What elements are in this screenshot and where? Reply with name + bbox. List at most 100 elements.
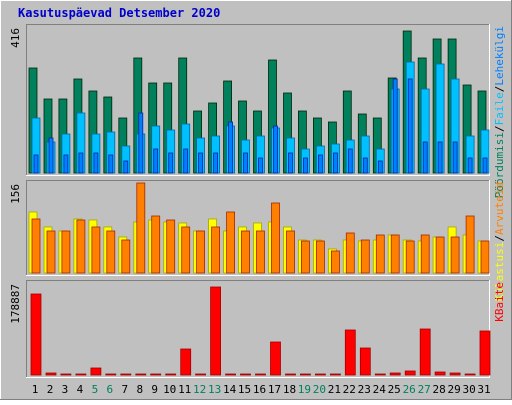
day-label: 1	[32, 383, 39, 396]
legend-item: Arvuteid	[493, 182, 506, 235]
bar-kbaite-day-20	[314, 373, 326, 376]
day-label: 6	[106, 383, 113, 396]
legend-item: /	[493, 125, 506, 132]
bar-lehekülgi-day-7	[123, 160, 129, 174]
bar-lehekülgi-day-19	[302, 157, 308, 174]
legend-item: KBaite	[493, 282, 506, 322]
bar-kbaite-day-10	[165, 373, 177, 376]
bar-arvuteid-day-8	[136, 182, 146, 274]
bar-kbaite-day-31	[479, 330, 491, 376]
bar-lehekülgi-day-23	[362, 157, 368, 174]
day-label: 16	[253, 383, 266, 396]
day-label: 14	[223, 383, 237, 396]
bar-kbaite-day-17	[270, 341, 281, 376]
bar-lehekülgi-day-15	[243, 152, 248, 174]
panel-visits-sites: 156 Külastusi/Arvuteid	[9, 180, 506, 301]
bar-arvuteid-day-1	[31, 218, 41, 274]
legend-item: Pöördumisi	[493, 132, 506, 198]
day-label: 22	[343, 383, 356, 396]
bar-kbaite-day-15	[240, 373, 251, 376]
day-label: 27	[418, 383, 431, 396]
bar-lehekülgi-day-26	[407, 78, 413, 174]
bar-arvuteid-day-4	[76, 219, 86, 274]
legend-item: Külastusi	[493, 242, 506, 302]
day-label: 13	[208, 383, 221, 396]
bar-kbaite-day-28	[434, 371, 446, 376]
day-label: 10	[163, 383, 176, 396]
bar-kbaite-day-3	[60, 373, 72, 376]
day-label: 12	[193, 383, 206, 396]
bar-kbaite-day-6	[105, 373, 117, 376]
bar-kbaite-day-19	[299, 373, 311, 376]
bar-lehekülgi-day-29	[452, 141, 458, 174]
bar-lehekülgi-day-25	[392, 78, 398, 174]
bar-arvuteid-day-10	[166, 219, 176, 274]
bar-lehekülgi-day-10	[168, 152, 174, 174]
bar-lehekülgi-day-12	[198, 152, 204, 174]
day-label: 17	[268, 383, 281, 396]
bar-lehekülgi-day-4	[78, 152, 84, 174]
bar-kbaite-day-16	[255, 373, 266, 376]
bar-arvuteid-day-29	[450, 236, 460, 274]
day-label: 31	[477, 383, 490, 396]
legend-item: Lehekülgi	[493, 26, 506, 86]
bar-lehekülgi-day-1	[33, 154, 39, 174]
day-label: 4	[77, 383, 84, 396]
bar-lehekülgi-day-14	[228, 121, 234, 174]
bar-lehekülgi-day-13	[213, 152, 219, 174]
day-label: 24	[373, 383, 387, 396]
legend-item: /	[493, 235, 506, 242]
bar-kbaite-day-9	[150, 373, 162, 376]
bar-lehekülgi-day-20	[317, 154, 323, 174]
day-label: 5	[92, 383, 99, 396]
bar-lehekülgi-day-11	[183, 148, 189, 174]
bar-lehekülgi-day-5	[93, 152, 99, 174]
bar-kbaite-day-23	[359, 347, 371, 376]
day-label: 7	[121, 383, 128, 396]
bar-lehekülgi-day-3	[63, 154, 69, 174]
day-label: 2	[47, 383, 54, 396]
day-label: 29	[447, 383, 460, 396]
bar-arvuteid-day-3	[61, 230, 71, 274]
bar-kbaite-day-5	[90, 367, 102, 376]
bar-kbaite-day-4	[75, 373, 87, 376]
day-label: 23	[358, 383, 371, 396]
day-label: 15	[238, 383, 251, 396]
bar-kbaite-day-11	[180, 348, 192, 376]
bar-kbaite-day-29	[449, 372, 461, 376]
bar-arvuteid-day-17	[271, 202, 280, 274]
bar-lehekülgi-day-16	[258, 157, 263, 174]
bar-arvuteid-day-20	[315, 240, 325, 274]
bar-kbaite-day-24	[374, 373, 386, 376]
bar-arvuteid-day-15	[241, 230, 250, 274]
day-label: 21	[328, 383, 341, 396]
legend: KBaite	[493, 282, 506, 322]
bar-lehekülgi-day-2	[48, 137, 54, 174]
chart-panels: 416Pöördumisi/Faile/Lehekülgi156Külastus…	[9, 24, 506, 378]
chart-title: Kasutuspäevad Detsember 2020	[18, 6, 220, 20]
day-label: 9	[151, 383, 158, 396]
bar-arvuteid-day-5	[91, 226, 101, 274]
bar-arvuteid-day-31	[480, 240, 490, 274]
bar-kbaite-day-14	[225, 373, 237, 376]
bar-arvuteid-day-2	[46, 230, 56, 274]
bar-kbaite-day-12	[195, 373, 207, 376]
bar-lehekülgi-day-31	[482, 157, 488, 174]
bar-kbaite-day-7	[120, 373, 132, 376]
bar-kbaite-day-27	[419, 328, 431, 376]
bar-lehekülgi-day-22	[347, 148, 353, 174]
bar-arvuteid-day-25	[390, 234, 400, 274]
bar-arvuteid-day-13	[211, 226, 221, 274]
bar-kbaite-day-2	[45, 372, 57, 376]
bar-arvuteid-day-16	[256, 230, 265, 274]
bar-lehekülgi-day-21	[332, 152, 338, 174]
legend: Pöördumisi/Faile/Lehekülgi	[493, 26, 506, 198]
bar-lehekülgi-day-6	[108, 154, 114, 174]
bar-lehekülgi-day-28	[437, 141, 443, 174]
bar-arvuteid-day-6	[106, 230, 116, 274]
bar-kbaite-day-13	[210, 286, 222, 376]
bar-arvuteid-day-14	[226, 211, 236, 274]
panel-kbytes: 178887 KBaite	[9, 280, 506, 378]
